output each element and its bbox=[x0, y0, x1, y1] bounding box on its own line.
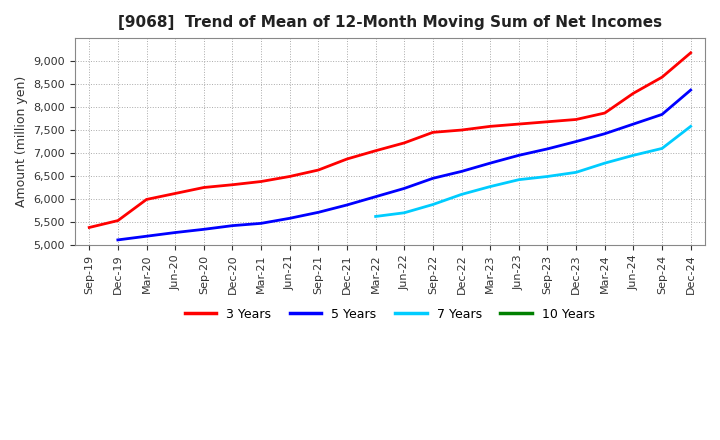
Title: [9068]  Trend of Mean of 12-Month Moving Sum of Net Incomes: [9068] Trend of Mean of 12-Month Moving … bbox=[118, 15, 662, 30]
Y-axis label: Amount (million yen): Amount (million yen) bbox=[15, 76, 28, 207]
Legend: 3 Years, 5 Years, 7 Years, 10 Years: 3 Years, 5 Years, 7 Years, 10 Years bbox=[180, 303, 600, 326]
